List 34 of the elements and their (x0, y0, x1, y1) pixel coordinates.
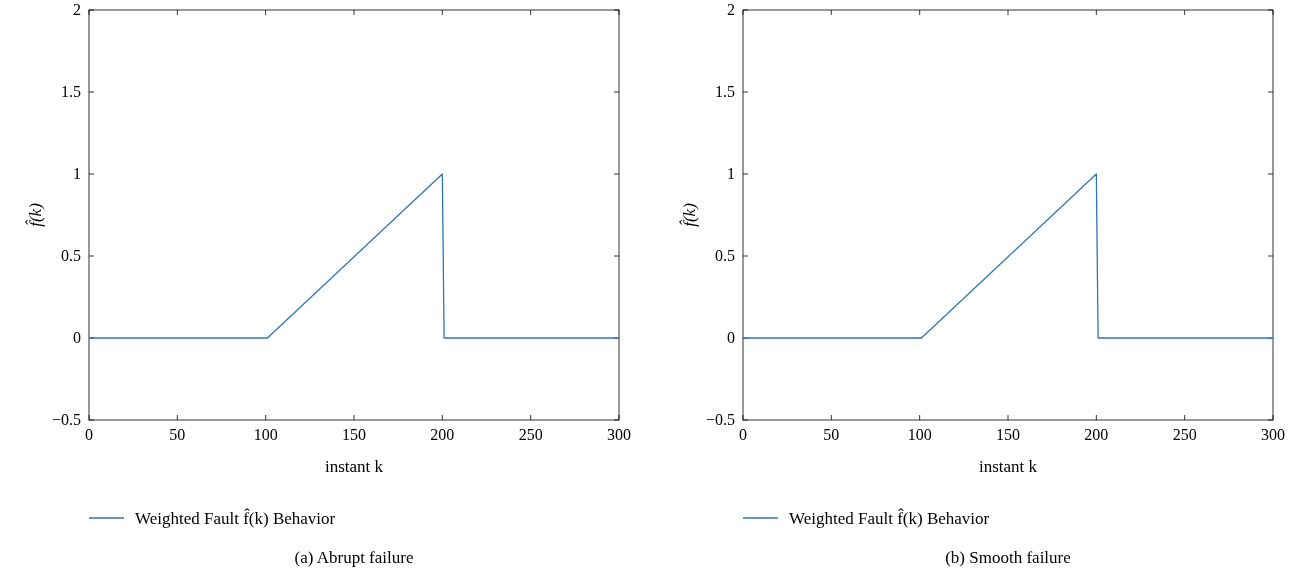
y-tick-label: 0.5 (715, 247, 735, 264)
y-tick-label: 2 (727, 1, 735, 18)
x-tick-label: 150 (342, 426, 366, 443)
text: (a) Abrupt failure (294, 548, 414, 567)
y-tick-label: 1 (727, 165, 735, 182)
y-tick-label: 2 (73, 1, 81, 18)
x-tick-label: 50 (823, 426, 840, 443)
y-tick-label: 1.5 (61, 83, 81, 100)
x-tick-label: 200 (430, 426, 455, 443)
x-tick-label: 100 (253, 426, 278, 443)
y-axis-title: f̂(k) (25, 202, 45, 227)
x-tick-label: 50 (169, 426, 186, 443)
x-axis-title: instant k (324, 457, 384, 476)
y-tick-label: 1 (73, 165, 81, 182)
legend-label: Weighted Fault f̂(k) Behavior (135, 507, 336, 528)
x-tick-label: 100 (907, 426, 932, 443)
y-tick-label: −0.5 (51, 411, 81, 428)
text: (b) Smooth failure (945, 548, 1071, 567)
legend-label: Weighted Fault f̂(k) Behavior (789, 507, 990, 528)
y-tick-label: −0.5 (705, 411, 735, 428)
x-axis-title: instant k (978, 457, 1038, 476)
x-tick-label: 250 (1172, 426, 1197, 443)
x-tick-label: 0 (739, 426, 747, 443)
y-tick-label: 0.5 (61, 247, 81, 264)
y-tick-label: 0 (727, 329, 735, 346)
x-tick-label: 200 (1084, 426, 1109, 443)
x-tick-label: 150 (996, 426, 1020, 443)
x-tick-label: 300 (607, 426, 631, 443)
y-axis-title: f̂(k) (679, 202, 699, 227)
x-tick-label: 300 (1261, 426, 1285, 443)
y-tick-label: 1.5 (715, 83, 735, 100)
x-tick-label: 250 (518, 426, 543, 443)
x-tick-label: 0 (85, 426, 93, 443)
y-tick-label: 0 (73, 329, 81, 346)
